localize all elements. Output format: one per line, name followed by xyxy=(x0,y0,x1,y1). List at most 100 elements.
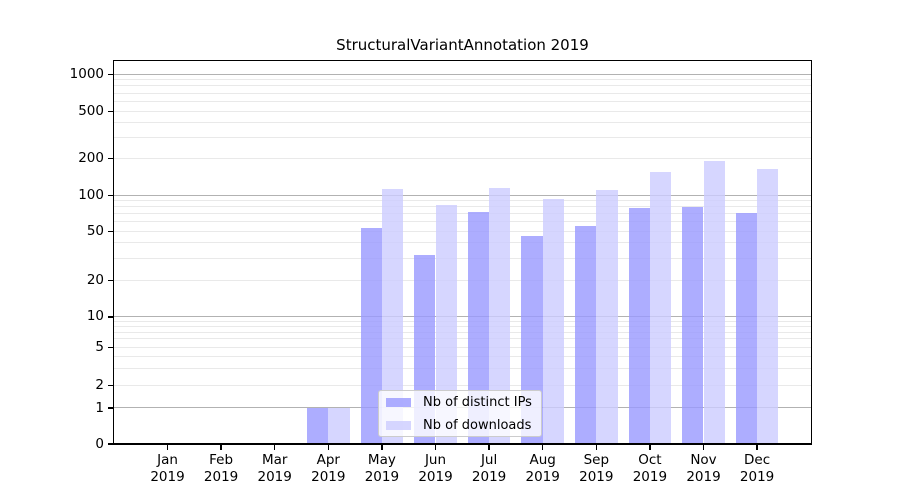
y-tick-mark-500 xyxy=(108,110,113,113)
x-tick-label-jul: Jul 2019 xyxy=(471,452,507,485)
x-tick-label-apr: Apr 2019 xyxy=(311,452,346,485)
gridline-minor-5 xyxy=(113,346,812,348)
gridline-minor-50 xyxy=(113,230,812,232)
x-tick-mark-feb xyxy=(220,445,222,450)
bar-distinct-ips-nov xyxy=(682,207,704,444)
y-tick-mark-2 xyxy=(108,384,113,387)
bar-distinct-ips-may xyxy=(360,227,382,444)
bar-downloads-aug xyxy=(542,198,565,444)
y-tick-mark-1000 xyxy=(108,73,113,76)
gridline-minor-80 xyxy=(113,206,812,208)
bar-downloads-jul xyxy=(489,187,511,444)
gridline-minor-6 xyxy=(113,338,812,340)
chart-title: StructuralVariantAnnotation 2019 xyxy=(336,36,589,54)
bar-downloads-dec xyxy=(757,169,779,444)
gridline-minor-300 xyxy=(113,136,812,138)
gridline-minor-90 xyxy=(113,199,812,201)
legend-swatch-downloads xyxy=(386,420,411,430)
gridline-minor-400 xyxy=(113,121,812,123)
gridline-minor-4 xyxy=(113,355,812,357)
gridline-minor-70 xyxy=(113,213,812,215)
gridline-minor-900 xyxy=(113,79,812,81)
x-tick-label-mar: Mar 2019 xyxy=(257,452,292,485)
x-tick-mark-nov xyxy=(702,445,705,450)
gridline-minor-700 xyxy=(113,92,812,94)
y-tick-label-20: 20 xyxy=(86,272,104,288)
axis-spine-left xyxy=(113,60,115,444)
y-tick-label-0: 0 xyxy=(95,435,104,452)
gridline-minor-8 xyxy=(113,325,812,327)
legend: Nb of distinct IPs Nb of downloads xyxy=(378,390,542,437)
bar-distinct-ips-apr xyxy=(306,408,329,444)
x-tick-label-jun: Jun 2019 xyxy=(418,452,453,485)
y-tick-mark-100 xyxy=(108,194,113,197)
y-tick-label-50: 50 xyxy=(86,222,104,239)
bar-distinct-ips-dec xyxy=(735,213,758,444)
gridline-minor-40 xyxy=(113,242,812,244)
bar-distinct-ips-sep xyxy=(574,225,597,444)
y-tick-mark-200 xyxy=(108,157,113,160)
gridline-major-10 xyxy=(113,316,812,317)
y-tick-mark-1 xyxy=(108,407,113,409)
gridline-major-1000 xyxy=(113,73,812,75)
x-tick-label-feb: Feb 2019 xyxy=(203,452,239,485)
gridline-minor-2 xyxy=(113,384,812,386)
x-tick-label-aug: Aug 2019 xyxy=(525,452,560,485)
gridline-minor-30 xyxy=(113,257,812,259)
bar-distinct-ips-jul xyxy=(467,211,490,444)
gridline-minor-600 xyxy=(113,100,812,102)
x-tick-mark-may xyxy=(381,445,383,450)
y-tick-label-10: 10 xyxy=(86,308,104,325)
y-tick-label-5: 5 xyxy=(95,339,104,355)
x-tick-label-sep: Sep 2019 xyxy=(579,452,614,485)
y-tick-label-500: 500 xyxy=(78,102,104,119)
y-tick-label-1000: 1000 xyxy=(69,65,104,82)
gridline-minor-20 xyxy=(113,279,812,281)
bar-downloads-apr xyxy=(328,408,350,444)
y-tick-mark-10 xyxy=(108,316,113,318)
legend-swatch-distinct-ips xyxy=(386,397,411,407)
x-tick-mark-jun xyxy=(434,445,437,450)
x-tick-mark-jan xyxy=(166,445,169,450)
x-tick-mark-mar xyxy=(274,445,276,450)
gridline-minor-7 xyxy=(113,331,812,333)
x-tick-mark-apr xyxy=(327,445,329,450)
axis-spine-right xyxy=(810,60,812,444)
x-tick-mark-aug xyxy=(542,445,544,450)
gridline-major-100 xyxy=(113,194,812,196)
y-tick-label-2: 2 xyxy=(95,377,104,393)
x-tick-label-may: May 2019 xyxy=(364,452,400,485)
bar-downloads-nov xyxy=(703,160,725,444)
bar-downloads-oct xyxy=(649,172,672,444)
axis-spine-top xyxy=(113,60,812,62)
x-tick-label-oct: Oct 2019 xyxy=(632,452,668,485)
bar-downloads-jun xyxy=(435,205,457,444)
bar-distinct-ips-oct xyxy=(628,208,650,444)
y-tick-label-1: 1 xyxy=(95,399,104,416)
y-tick-mark-20 xyxy=(108,279,113,282)
x-tick-label-jan: Jan 2019 xyxy=(150,452,185,485)
gridline-minor-60 xyxy=(113,221,812,223)
x-tick-mark-sep xyxy=(595,445,597,450)
legend-item-distinct-ips: Nb of distinct IPs xyxy=(386,392,541,412)
legend-item-downloads: Nb of downloads xyxy=(386,415,541,435)
gridline-minor-9 xyxy=(113,320,812,322)
y-tick-mark-5 xyxy=(108,346,113,349)
y-tick-mark-0 xyxy=(108,443,113,445)
bar-downloads-may xyxy=(381,188,404,444)
y-tick-mark-50 xyxy=(108,230,113,233)
legend-label-distinct-ips: Nb of distinct IPs xyxy=(423,394,532,410)
y-tick-label-100: 100 xyxy=(78,186,104,203)
x-tick-label-dec: Dec 2019 xyxy=(739,452,775,485)
x-tick-label-nov: Nov 2019 xyxy=(686,452,721,485)
plot-area: Nb of distinct IPs Nb of downloads xyxy=(113,60,812,445)
gridline-minor-200 xyxy=(113,157,812,159)
x-tick-mark-dec xyxy=(756,445,758,450)
y-tick-label-200: 200 xyxy=(78,149,104,166)
gridline-minor-500 xyxy=(113,110,812,112)
bar-downloads-sep xyxy=(596,189,618,444)
axis-spine-bottom xyxy=(113,443,812,445)
legend-label-downloads: Nb of downloads xyxy=(423,417,532,433)
x-tick-mark-jul xyxy=(488,445,490,450)
